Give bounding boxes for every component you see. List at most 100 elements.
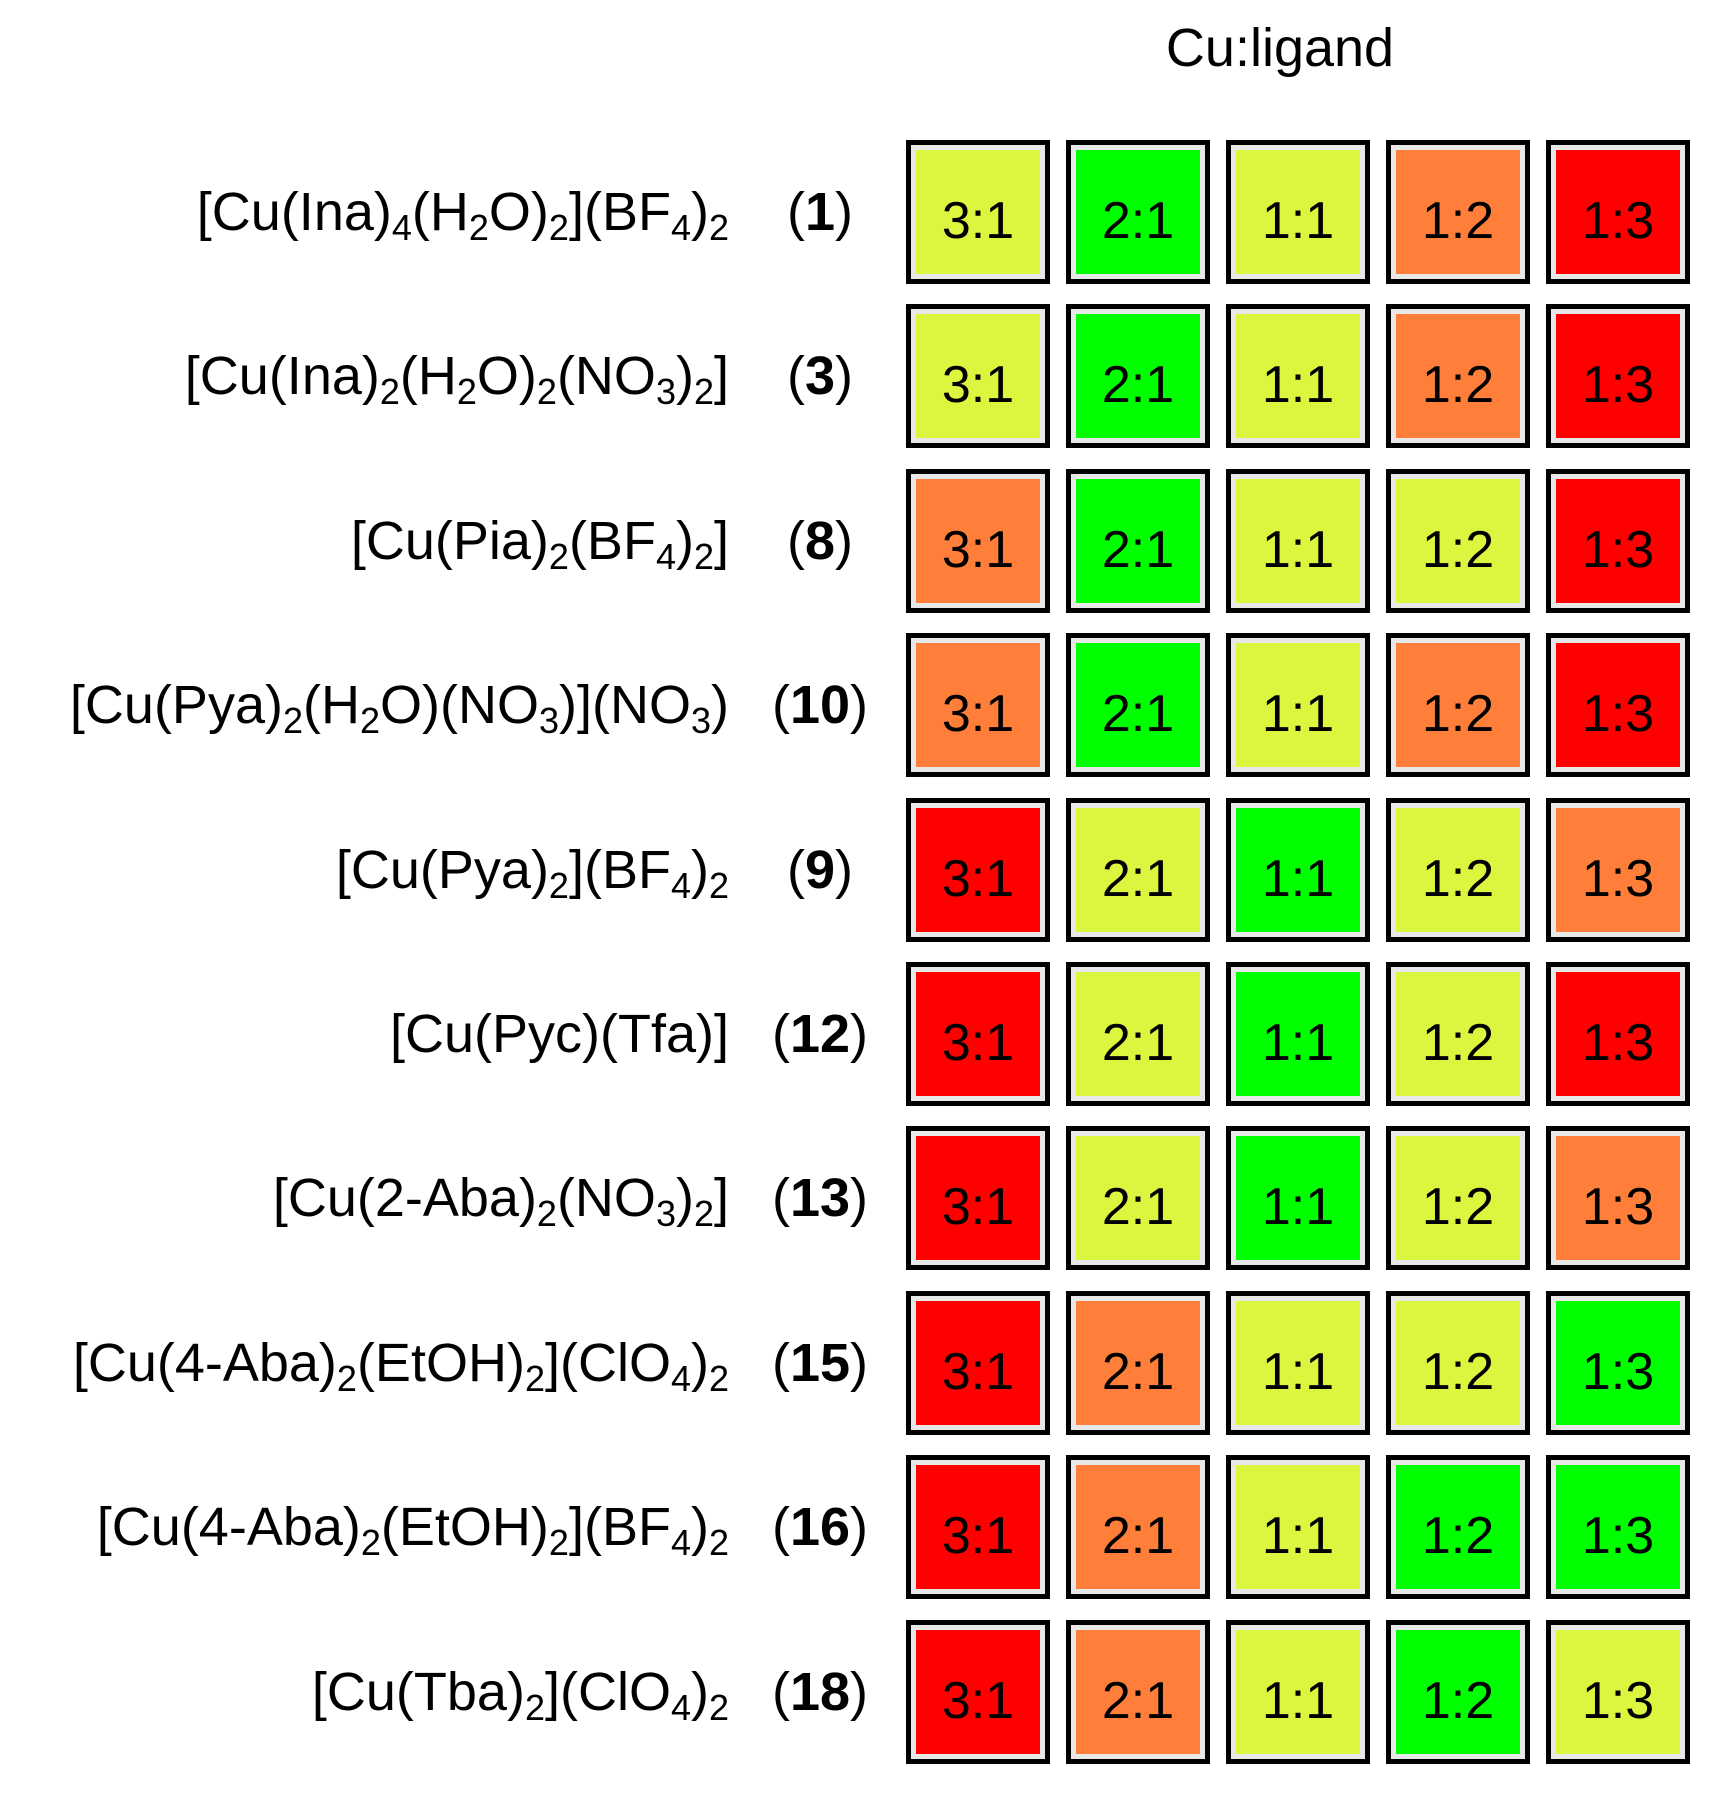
formula-segment: )	[690, 1661, 709, 1722]
ratio-label: 2:1	[1101, 356, 1175, 415]
ratio-label: 1:3	[1581, 1507, 1655, 1566]
ratio-label: 3:1	[941, 1507, 1015, 1566]
formula-segment: 2	[456, 371, 477, 413]
formula-segment: )](NO	[559, 675, 691, 736]
column-header: Cu:ligand	[1165, 18, 1395, 78]
ratio-label: 1:1	[1261, 1014, 1335, 1072]
ratio-label: 3:1	[941, 1671, 1015, 1730]
ratio-cell-yellow: 1:3	[1546, 1619, 1690, 1764]
compound-number: (16)	[771, 1497, 869, 1558]
compound-formula: [Cu(4-Aba)2(EtOH)2](BF4)2	[96, 1495, 729, 1561]
formula-segment: (H	[411, 182, 469, 242]
compound-formula: [Cu(Pya)2](BF4)2	[335, 838, 729, 904]
formula-segment: 2	[708, 207, 729, 248]
compound-row: [Cu(Tba)2](ClO4)2 (18) 3:1 2:1 1:1 1:2 1:3	[0, 1619, 1723, 1772]
compound-row: [Cu(Ina)2(H2O)2(NO3)2] (3) 3:1 2:1 1:1 1:2 1:3	[0, 304, 1723, 456]
ratio-cell-yellow: 2:1	[1066, 1126, 1210, 1271]
formula-segment: 2	[693, 1193, 714, 1235]
ratio-label: 3:1	[941, 1178, 1015, 1237]
formula-segment: 2	[336, 1357, 357, 1399]
formula-segment: [Cu(Pia)	[350, 510, 549, 571]
ratio-label: 2:1	[1101, 1507, 1175, 1566]
ratio-cell-orange: 1:3	[1546, 1126, 1690, 1271]
ratio-cell-orange: 2:1	[1066, 1619, 1210, 1764]
ratio-label: 1:1	[1261, 1671, 1335, 1730]
ratio-label: 1:3	[1581, 356, 1655, 415]
ratio-cell-orange: 2:1	[1066, 1290, 1210, 1435]
ratio-cell-yellow: 1:1	[1226, 1455, 1370, 1600]
ratio-cell-yellow: 1:1	[1226, 468, 1370, 613]
ratio-cell-yellow: 3:1	[906, 140, 1050, 284]
formula-segment: [Cu(4-Aba)	[96, 1497, 361, 1558]
ratio-cell-orange: 1:3	[1546, 797, 1690, 942]
formula-segment: (NO	[556, 346, 656, 407]
ratio-cell-green: 1:2	[1386, 1455, 1530, 1600]
ratio-label: 1:3	[1581, 849, 1655, 908]
formula-segment: 2	[708, 1686, 729, 1728]
formula-segment: ](ClO	[544, 1332, 671, 1393]
formula-segment: 2	[548, 1522, 569, 1564]
formula-segment: 4	[670, 207, 691, 248]
ratio-label: 1:1	[1261, 1342, 1335, 1401]
ratio-label: 1:2	[1421, 1014, 1495, 1072]
formula-segment: O)	[476, 346, 537, 407]
formula-segment: [Cu(Pya)	[335, 839, 549, 900]
formula-segment: )	[690, 1332, 709, 1393]
formula-segment: (H	[399, 346, 457, 407]
formula-segment: ]	[713, 1168, 729, 1229]
formula-segment: [Cu(Pyc)(Tfa)]	[389, 1004, 729, 1064]
ratio-cell-green: 2:1	[1066, 633, 1210, 778]
ratio-cell-green: 1:1	[1226, 1126, 1370, 1271]
compound-formula: [Cu(2-Aba)2(NO3)2]	[273, 1166, 729, 1232]
formula-segment: (BF	[568, 510, 656, 571]
ratio-label: 1:3	[1581, 1342, 1655, 1401]
compound-number-value: 18	[789, 1661, 851, 1722]
compound-row: [Cu(Ina)4(H2O)2](BF4)2 (1) 3:1 2:1 1:1 1:2 1:3	[0, 140, 1723, 292]
formula-segment: [Cu(Ina)	[196, 182, 392, 242]
ratio-label: 1:3	[1581, 520, 1655, 579]
ratio-cell-green: 1:3	[1546, 1290, 1690, 1435]
ratio-label: 1:2	[1421, 1507, 1495, 1566]
formula-segment: )	[711, 675, 729, 736]
formula-segment: 3	[538, 700, 560, 742]
ratio-label: 3:1	[941, 520, 1015, 579]
ratio-label: 3:1	[941, 1014, 1015, 1072]
ratio-label: 1:2	[1421, 356, 1495, 415]
ratio-cell-green: 1:1	[1226, 797, 1370, 942]
formula-segment: )	[675, 510, 694, 571]
formula-segment: 2	[693, 535, 714, 577]
compound-formula: [Cu(Pia)2(BF4)2]	[350, 509, 729, 575]
ratio-label: 2:1	[1101, 1014, 1175, 1072]
ratio-label: 3:1	[941, 1342, 1015, 1401]
compound-formula: [Cu(Tba)2](ClO4)2	[312, 1660, 729, 1726]
compound-number: (10)	[771, 675, 869, 736]
formula-segment: 2	[548, 535, 569, 577]
ratio-cell-yellow: 1:1	[1226, 304, 1370, 449]
ratio-label: 1:2	[1421, 1671, 1495, 1730]
formula-segment: 4	[670, 1522, 691, 1564]
compound-row: [Cu(2-Aba)2(NO3)2] (13) 3:1 2:1 1:1 1:2 1:3	[0, 1126, 1723, 1278]
ratio-label: 2:1	[1101, 520, 1175, 579]
ratio-label: 1:1	[1261, 520, 1335, 579]
formula-segment: 4	[670, 1686, 691, 1728]
ratio-label: 3:1	[941, 685, 1015, 744]
compound-formula: [Cu(Ina)2(H2O)2(NO3)2]	[185, 344, 729, 410]
ratio-cell-orange: 1:2	[1386, 304, 1530, 449]
ratio-cell-orange: 2:1	[1066, 1455, 1210, 1600]
ratio-cell-green: 2:1	[1066, 140, 1210, 284]
formula-segment: 2	[536, 1193, 557, 1235]
formula-segment: O)	[488, 182, 549, 242]
compound-row: [Cu(4-Aba)2(EtOH)2](ClO4)2 (15) 3:1 2:1 1:1 1…	[0, 1290, 1723, 1443]
ratio-label: 1:2	[1421, 520, 1495, 579]
compound-number-value: 3	[804, 346, 836, 407]
formula-segment: ](BF	[568, 839, 671, 900]
ratio-label: 2:1	[1101, 1342, 1175, 1401]
formula-segment: 2	[524, 1686, 545, 1728]
ratio-cell-red: 1:3	[1546, 962, 1690, 1106]
formula-segment: ](BF	[568, 1497, 671, 1558]
formula-segment: 2	[548, 864, 569, 906]
formula-segment: ]	[713, 346, 729, 407]
ratio-cell-yellow: 1:2	[1386, 1290, 1530, 1435]
ratio-cell-yellow: 3:1	[906, 304, 1050, 449]
ratio-label: 1:3	[1581, 1014, 1655, 1072]
